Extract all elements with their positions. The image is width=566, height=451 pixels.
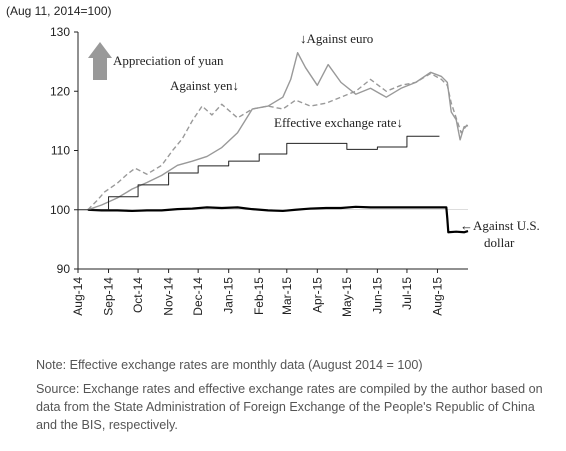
x-tick-label: Oct-14 — [131, 277, 145, 313]
series-label: dollar — [484, 235, 515, 250]
series-label: ↓Against euro — [300, 31, 373, 46]
x-tick-label: Jan-15 — [222, 277, 236, 314]
x-tick-label: Jul-15 — [400, 277, 414, 310]
y-tick-label: 130 — [50, 25, 70, 39]
y-axis-unit-label: (Aug 11, 2014=100) — [6, 4, 112, 18]
y-tick-label: 90 — [57, 262, 71, 276]
exchange-rate-chart: 90 100 110 120 130 Aug-14 Sep-14 Oct-14 Nov-14 De… — [50, 25, 540, 317]
series-label: ←Against U.S. — [460, 218, 540, 233]
chart-axes: 90 100 110 120 130 Aug-14 Sep-14 Oct-14 Nov-14 De… — [50, 25, 468, 317]
appreciation-label: Appreciation of yuan — [113, 53, 224, 68]
y-tick-label: 100 — [50, 203, 70, 217]
x-tick-label: Feb-15 — [252, 277, 266, 315]
x-tick-label: Jun-15 — [370, 277, 384, 314]
x-tick-label: Sep-14 — [102, 277, 116, 316]
series-label: Effective exchange rate↓ — [274, 115, 403, 130]
y-tick-label: 120 — [50, 84, 70, 98]
x-tick-label: Aug-14 — [71, 277, 85, 316]
series-line-against-yen — [87, 72, 469, 211]
series-line-against-u-s-dollar — [87, 205, 469, 234]
chart-series — [78, 52, 469, 234]
source-text: Source: Exchange rates and effective exc… — [36, 382, 543, 432]
x-tick-label: May-15 — [340, 277, 354, 317]
series-line-against-euro — [87, 52, 469, 211]
chart-labels: ←Against U.S. dollar ↓Against euro Against … — [88, 31, 540, 250]
x-tick-label: Dec-14 — [191, 277, 205, 316]
x-tick-label: Apr-15 — [310, 277, 324, 313]
x-tick-label: Aug-15 — [430, 277, 444, 316]
chart-notes: Note: Effective exchange rates are month… — [36, 356, 556, 440]
series-label: Against yen↓ — [170, 78, 239, 93]
x-tick-label: Mar-15 — [280, 277, 294, 315]
appreciation-arrow-icon — [88, 42, 112, 80]
series-line-effective-exchange-rate — [78, 135, 440, 211]
note-text: Note: Effective exchange rates are month… — [36, 358, 423, 372]
x-tick-label: Nov-14 — [162, 277, 176, 316]
y-tick-label: 110 — [51, 144, 70, 158]
